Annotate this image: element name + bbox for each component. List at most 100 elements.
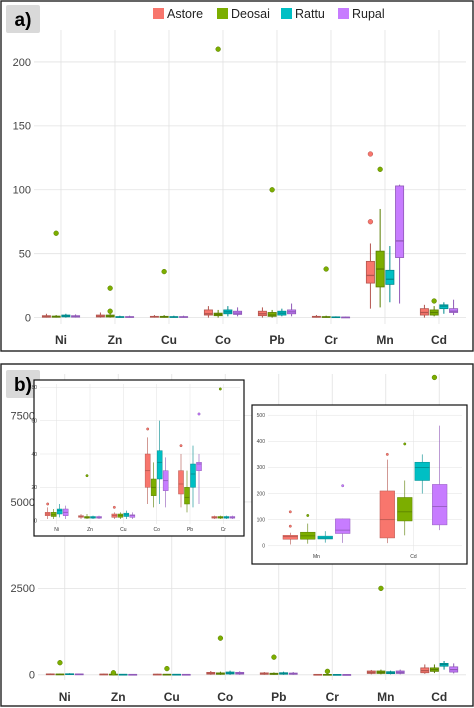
legend-swatch [217, 8, 228, 19]
inset-trace-ytick-label: 40 [31, 452, 37, 458]
inset-trace-box [56, 508, 63, 515]
panel-b-ytick-label: 7500 [11, 410, 35, 422]
inset-mn-cd-outlier-point [341, 484, 345, 488]
panel-b-outlier-point [271, 654, 277, 660]
inset-trace-box [196, 462, 202, 471]
inset-trace-outlier-point [112, 505, 116, 509]
inset-trace-box [156, 450, 163, 480]
inset-trace-category-label: Pb [187, 527, 193, 533]
panel-a-category-label: Mn [376, 333, 393, 347]
panel-a-outlier-point [367, 151, 374, 157]
inset-trace-outlier-point [85, 474, 89, 478]
inset-mn-cd-box [317, 535, 333, 540]
panel-a-box [365, 260, 375, 284]
panel-a-outlier-point [269, 187, 275, 193]
panel-a-ytick-label: 200 [13, 57, 31, 69]
panel-b-category-label: Ni [59, 690, 71, 704]
inset-mn-cd-ytick-label: 300 [257, 465, 266, 471]
inset-mn-cd-ytick-label: 200 [257, 491, 266, 497]
panel-a-category-label: Ni [55, 333, 67, 347]
inset-mn-cd-box [335, 518, 351, 534]
inset-mn-cd-outlier-point [288, 524, 292, 528]
panel-a-frame [0, 0, 474, 352]
inset-mn-cd-ytick-label: 500 [257, 413, 266, 419]
panel-b-outlier-point [324, 668, 331, 675]
inset-trace-ytick-label: 0 [34, 518, 37, 524]
inset-mn-cd-box [432, 484, 448, 526]
panel-a-outlier-point [377, 166, 383, 172]
panel-a-category-label: Cd [431, 333, 447, 347]
panel-a-outlier-point [323, 266, 329, 272]
inset-mn-cd-outlier-point [306, 514, 310, 517]
inset-mn-cd-box [379, 490, 395, 539]
legend-label: Rupal [352, 7, 385, 21]
panel-a-outlier-point [161, 268, 167, 275]
panel-b-category-label: Cd [431, 690, 447, 704]
panel-b-outlier-point [431, 374, 438, 381]
panel-b-category-label: Cr [326, 690, 340, 704]
inset-trace-box [190, 463, 196, 488]
panel-b-category-label: Zn [111, 690, 126, 704]
inset-mn-cd-outlier-point [385, 452, 389, 456]
inset-trace-category-label: Ni [54, 527, 59, 533]
panel-a-outlier-point [107, 308, 113, 314]
inset-mn-cd-box [397, 497, 413, 522]
legend-swatch [281, 8, 292, 19]
panel-b-label-badge [6, 370, 40, 398]
panel-a-label: a) [15, 10, 32, 31]
panel-a-ytick-label: 50 [19, 249, 31, 261]
panel-a-box [385, 269, 395, 285]
inset-trace-outlier-point [218, 387, 222, 391]
inset-mn-cd-outlier-point [288, 510, 292, 514]
panel-b-ytick-label: 2500 [11, 583, 35, 595]
panel-a-outlier-point [215, 46, 221, 52]
panel-a-box [395, 185, 405, 258]
panel-a-box [203, 309, 213, 316]
inset-mn-cd-plot-area [268, 410, 462, 551]
inset-trace-box [178, 470, 184, 495]
inset-trace-ytick-label: 60 [31, 418, 37, 424]
inset-mn-cd-box [282, 535, 298, 540]
panel-a-ytick-label: 100 [13, 185, 31, 197]
panel-a-label-badge [6, 5, 40, 33]
panel-a-category-label: Zn [108, 333, 123, 347]
inset-mn-cd-ytick-label: 0 [262, 544, 265, 550]
legend-label: Deosai [231, 7, 270, 21]
inset-trace-outlier-point [197, 412, 201, 416]
legend-swatch [153, 8, 164, 19]
panel-b-category-label: Co [217, 690, 233, 704]
panel-a-outlier-point [431, 298, 437, 304]
panel-b-ytick-label: 5000 [11, 497, 35, 509]
panel-a-outlier-point [107, 285, 113, 291]
inset-trace-outlier-point [179, 444, 183, 448]
panel-a-outlier-point [53, 230, 59, 236]
panel-b-outlier-point [164, 665, 170, 672]
legend-label: Rattu [295, 7, 325, 21]
panel-a-ytick-label: 0 [25, 312, 31, 324]
inset-mn-cd-ytick-label: 100 [257, 517, 266, 523]
panel-a-category-label: Pb [269, 333, 284, 347]
legend-label: Astore [167, 7, 203, 21]
inset-trace-ytick-label: 20 [31, 485, 37, 491]
inset-trace-box [129, 514, 136, 518]
panel-b-outlier-point [110, 670, 117, 676]
panel-b-label: b) [14, 375, 32, 396]
inset-trace-category-label: Zn [87, 527, 93, 533]
inset-trace-ytick-label: 80 [31, 385, 37, 391]
inset-trace-category-label: Cu [120, 527, 127, 533]
panel-a-category-label: Co [215, 333, 231, 347]
legend-swatch [338, 8, 349, 19]
panel-a-ytick-label: 150 [13, 121, 31, 133]
inset-trace-outlier-point [146, 427, 150, 431]
inset-trace-outlier-point [46, 502, 50, 506]
panel-b-outlier-point [217, 635, 224, 641]
inset-trace-box [184, 487, 190, 505]
inset-mn-cd-category-label: Mn [313, 554, 320, 560]
panel-a-category-label: Cr [324, 333, 338, 347]
panel-a-outlier-point [367, 219, 374, 225]
inset-trace-box [50, 512, 57, 517]
inset-mn-cd-outlier-point [403, 442, 407, 446]
panel-a-category-label: Cu [161, 333, 177, 347]
inset-mn-cd-category-label: Cd [410, 554, 417, 560]
